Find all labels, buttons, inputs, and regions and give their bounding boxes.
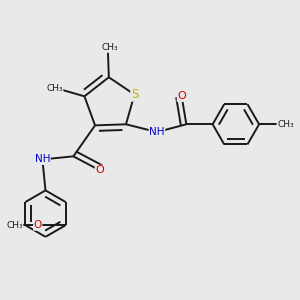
Text: NH: NH — [149, 127, 165, 137]
Text: O: O — [34, 220, 42, 230]
Text: CH₃: CH₃ — [101, 44, 118, 52]
Text: S: S — [131, 88, 138, 101]
Text: CH₃: CH₃ — [277, 120, 294, 129]
Text: O: O — [95, 165, 104, 175]
Text: O: O — [177, 92, 186, 101]
Text: NH: NH — [35, 154, 50, 164]
Text: CH₃: CH₃ — [6, 221, 23, 230]
Text: CH₃: CH₃ — [46, 84, 63, 93]
